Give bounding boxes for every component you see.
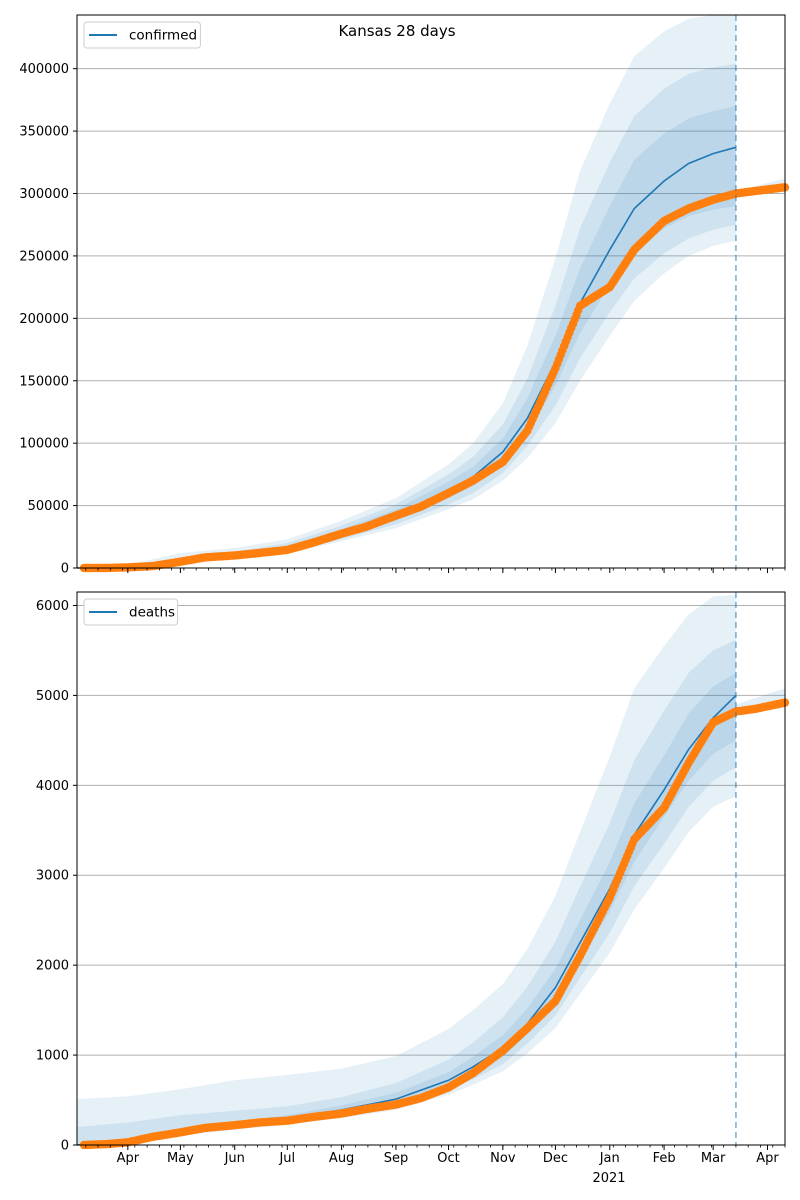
x-tick-label: Aug xyxy=(329,1151,354,1166)
confirmed-forecast-bands xyxy=(77,15,785,568)
deaths-band-95 xyxy=(77,594,736,1145)
y-tick-label: 2000 xyxy=(36,959,69,974)
y-tick-label: 5000 xyxy=(36,689,69,704)
x-tick-label: Nov xyxy=(490,1151,516,1166)
confirmed-legend-label: confirmed xyxy=(129,28,197,44)
y-tick-label: 0 xyxy=(61,1139,69,1154)
confirmed-plot-frame xyxy=(76,14,786,569)
x-axis-year-label: 2021 xyxy=(592,1171,625,1186)
y-tick-label: 50000 xyxy=(28,499,69,514)
y-tick-label: 350000 xyxy=(19,125,69,140)
y-tick-label: 300000 xyxy=(19,187,69,202)
deaths-legend-label: deaths xyxy=(129,605,175,621)
x-tick-label: May xyxy=(167,1151,194,1166)
confirmed-band-95 xyxy=(77,15,736,568)
chart-title: Kansas 28 days xyxy=(338,22,455,40)
y-tick-label: 4000 xyxy=(36,779,69,794)
x-tick-label: Jul xyxy=(278,1151,295,1166)
y-tick-label: 100000 xyxy=(19,437,69,452)
y-tick-label: 250000 xyxy=(19,249,69,264)
x-tick-label: Jan xyxy=(599,1151,620,1166)
confirmed-observed-points xyxy=(79,183,790,573)
deaths-panel: 0 1000 2000 3000 4000 5000 6000 Apr May Jun Jul Au… xyxy=(36,591,790,1166)
confirmed-legend-box xyxy=(83,21,201,49)
confirmed-band-80 xyxy=(77,63,736,568)
deaths-legend: deaths xyxy=(83,598,179,626)
deaths-y-axis: 0 1000 2000 3000 4000 5000 6000 xyxy=(36,599,77,1154)
confirmed-legend: confirmed xyxy=(83,21,201,49)
deaths-band-80 xyxy=(77,639,736,1145)
x-tick-label: Oct xyxy=(437,1151,459,1166)
deaths-x-axis: Apr May Jun Jul Aug Sep Oct Nov Dec Jan Feb Mar Apr xyxy=(85,1145,786,1166)
x-tick-label: Feb xyxy=(653,1151,676,1166)
y-tick-label: 1000 xyxy=(36,1049,69,1064)
y-tick-label: 400000 xyxy=(19,62,69,77)
deaths-forecast-bands xyxy=(77,594,785,1145)
y-tick-label: 3000 xyxy=(36,869,69,884)
confirmed-panel: 0 50000 100000 150000 200000 250000 300000 3500… xyxy=(19,14,790,577)
x-tick-label: Mar xyxy=(701,1151,726,1166)
x-tick-label: Sep xyxy=(384,1151,409,1166)
y-tick-label: 6000 xyxy=(36,599,69,614)
confirmed-gridlines xyxy=(77,68,785,569)
x-tick-label: Dec xyxy=(543,1151,568,1166)
y-tick-label: 150000 xyxy=(19,374,69,389)
confirmed-y-axis: 0 50000 100000 150000 200000 250000 300000 3500… xyxy=(19,62,77,577)
y-tick-label: 200000 xyxy=(19,312,69,327)
confirmed-band-50 xyxy=(77,106,736,568)
y-tick-label: 0 xyxy=(61,562,69,577)
x-tick-label: Jun xyxy=(224,1151,245,1166)
confirmed-x-axis xyxy=(85,568,786,573)
deaths-legend-box xyxy=(83,598,179,626)
x-tick-label: Apr xyxy=(117,1151,140,1166)
deaths-plot-frame xyxy=(76,591,786,1146)
deaths-observed-points xyxy=(79,698,790,1150)
x-tick-label: Apr xyxy=(756,1151,779,1166)
